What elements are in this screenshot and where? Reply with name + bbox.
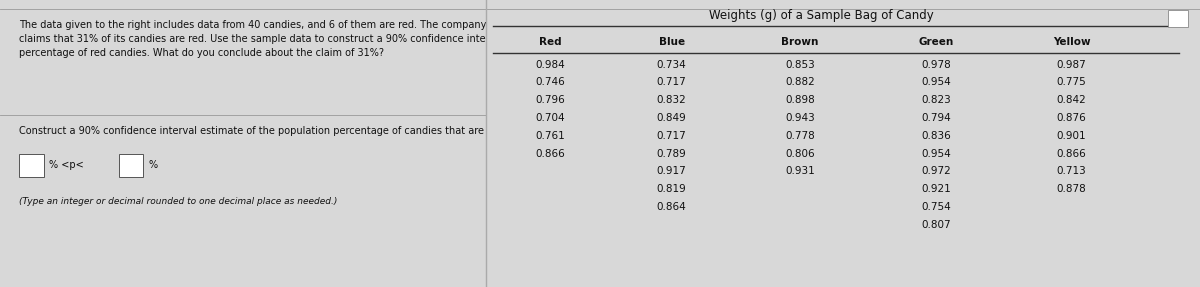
Text: 0.931: 0.931 — [785, 166, 815, 176]
Bar — [1168, 10, 1188, 27]
Text: 0.878: 0.878 — [1057, 184, 1086, 194]
Text: Yellow: Yellow — [1052, 37, 1091, 46]
Text: 0.917: 0.917 — [656, 166, 686, 176]
Text: 0.984: 0.984 — [535, 60, 565, 69]
Text: 0.796: 0.796 — [535, 95, 565, 105]
Text: 0.978: 0.978 — [920, 60, 950, 69]
Text: 0.921: 0.921 — [920, 184, 950, 194]
Text: 0.778: 0.778 — [785, 131, 815, 141]
Text: The data given to the right includes data from 40 candies, and 6 of them are red: The data given to the right includes dat… — [19, 20, 596, 58]
Text: 0.849: 0.849 — [656, 113, 686, 123]
Text: 0.734: 0.734 — [656, 60, 686, 69]
Text: 0.882: 0.882 — [785, 77, 815, 87]
Text: 0.954: 0.954 — [920, 149, 950, 158]
Text: 0.943: 0.943 — [785, 113, 815, 123]
Text: 0.853: 0.853 — [785, 60, 815, 69]
Text: 0.823: 0.823 — [920, 95, 950, 105]
Text: 0.775: 0.775 — [1057, 77, 1086, 87]
Text: 0.746: 0.746 — [535, 77, 565, 87]
Text: 0.866: 0.866 — [1057, 149, 1086, 158]
Text: 0.954: 0.954 — [920, 77, 950, 87]
Text: % <p<: % <p< — [48, 160, 83, 170]
Text: 0.866: 0.866 — [535, 149, 565, 158]
Text: 0.836: 0.836 — [920, 131, 950, 141]
Text: 0.754: 0.754 — [920, 202, 950, 212]
Text: Red: Red — [539, 37, 562, 46]
Text: (Type an integer or decimal rounded to one decimal place as needed.): (Type an integer or decimal rounded to o… — [19, 197, 338, 205]
Text: Weights (g) of a Sample Bag of Candy: Weights (g) of a Sample Bag of Candy — [709, 9, 934, 22]
Text: 0.704: 0.704 — [535, 113, 565, 123]
Text: 0.972: 0.972 — [920, 166, 950, 176]
Bar — [119, 154, 143, 177]
Text: 0.864: 0.864 — [656, 202, 686, 212]
Text: 0.819: 0.819 — [656, 184, 686, 194]
Text: 0.806: 0.806 — [785, 149, 815, 158]
Text: 0.789: 0.789 — [656, 149, 686, 158]
Text: 0.713: 0.713 — [1057, 166, 1086, 176]
Text: 0.842: 0.842 — [1057, 95, 1086, 105]
Text: Brown: Brown — [781, 37, 818, 46]
Text: 0.717: 0.717 — [656, 131, 686, 141]
Text: Construct a 90% confidence interval estimate of the population percentage of can: Construct a 90% confidence interval esti… — [19, 126, 506, 136]
Text: 0.898: 0.898 — [785, 95, 815, 105]
Text: 0.807: 0.807 — [922, 220, 950, 230]
Text: 0.761: 0.761 — [535, 131, 565, 141]
Text: Blue: Blue — [659, 37, 685, 46]
Text: Green: Green — [918, 37, 954, 46]
Text: 0.901: 0.901 — [1057, 131, 1086, 141]
Text: %: % — [149, 160, 157, 170]
Text: 0.987: 0.987 — [1057, 60, 1086, 69]
Text: 0.717: 0.717 — [656, 77, 686, 87]
Bar — [19, 154, 43, 177]
Text: 0.832: 0.832 — [656, 95, 686, 105]
Text: 0.794: 0.794 — [920, 113, 950, 123]
Text: 0.876: 0.876 — [1057, 113, 1086, 123]
